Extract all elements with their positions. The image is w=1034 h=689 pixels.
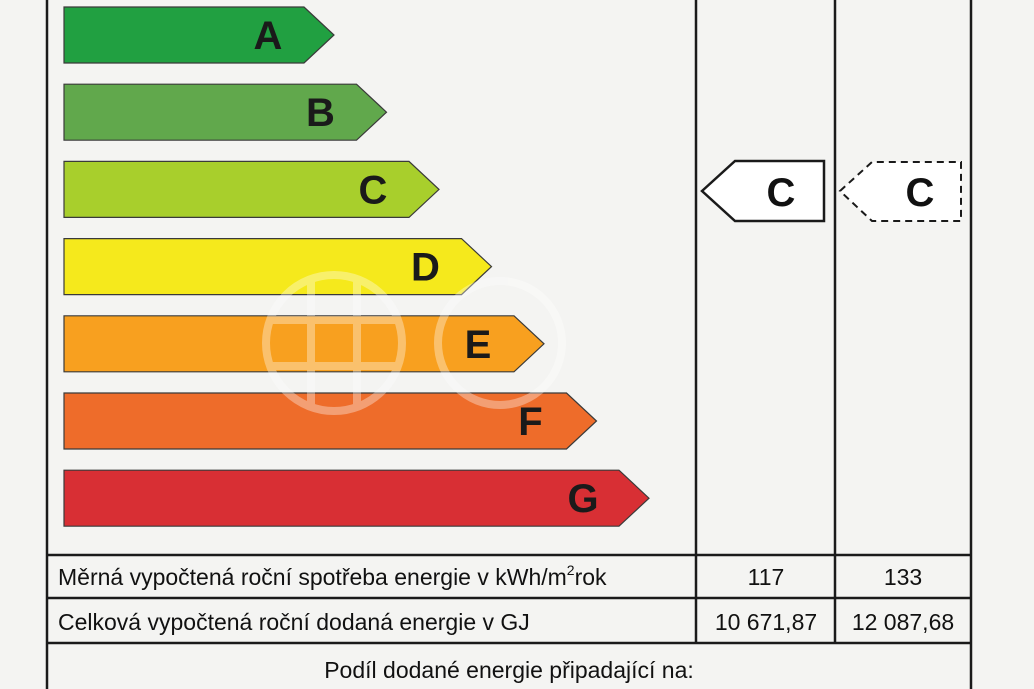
energy-class-letter: E	[465, 323, 492, 367]
energy-class-bar	[63, 83, 388, 141]
reference-rating-indicator: C	[838, 161, 962, 222]
watermark-logo	[262, 271, 566, 415]
energy-class-e-arrow: E	[63, 315, 545, 373]
energy-class-d-arrow: D	[63, 238, 493, 296]
energy-class-bar	[63, 392, 598, 450]
specific-consumption-current-value: 117	[747, 564, 785, 590]
specific-consumption-reference-value: 133	[883, 564, 923, 590]
energy-class-c-arrow: C	[63, 160, 440, 218]
current-rating-arrow	[700, 159, 826, 223]
energy-class-g-arrow: G	[63, 469, 650, 527]
energy-class-letter: C	[359, 168, 388, 212]
total-energy-reference-value: 12 087,68	[851, 609, 955, 635]
watermark-circle	[262, 271, 406, 415]
energy-class-letter: G	[567, 477, 598, 521]
current-rating-indicator: C	[700, 159, 826, 223]
specific-consumption-label: Měrná vypočtená roční spotřeba energie v…	[58, 563, 607, 591]
energy-class-a-arrow: A	[63, 6, 335, 64]
energy-class-bar	[63, 469, 650, 527]
specific-consumption-label-text: Měrná vypočtená roční spotřeba energie v…	[58, 564, 567, 590]
reference-rating-arrow	[838, 161, 962, 222]
energy-class-bar	[63, 238, 493, 296]
reference-rating-letter: C	[906, 171, 935, 215]
current-rating-letter: C	[767, 171, 796, 215]
energy-share-heading: Podíl dodané energie připadající na:	[324, 657, 694, 683]
energy-class-letter: A	[254, 14, 283, 58]
watermark-circle	[434, 277, 566, 409]
total-energy-label: Celková vypočtená roční dodaná energie v…	[58, 609, 530, 635]
energy-class-bar	[63, 315, 545, 373]
energy-class-letter: D	[411, 246, 440, 290]
table-frame	[45, 0, 973, 689]
unit-suffix: rok	[574, 564, 607, 590]
energy-class-f-arrow: F	[63, 392, 598, 450]
unit-superscript: 2	[566, 562, 575, 578]
total-energy-current-value: 10 671,87	[714, 609, 818, 635]
energy-class-letter: B	[306, 91, 335, 135]
energy-class-bar	[63, 160, 440, 218]
energy-class-bar	[63, 6, 335, 64]
energy-class-letter: F	[518, 400, 542, 444]
energy-class-b-arrow: B	[63, 83, 388, 141]
